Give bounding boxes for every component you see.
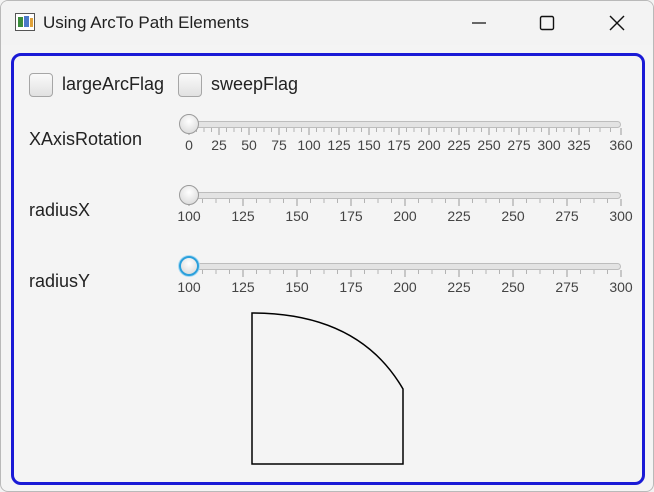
window-title: Using ArcTo Path Elements (43, 13, 249, 32)
slider-ticks (188, 270, 622, 277)
tick-label: 275 (555, 208, 579, 224)
large-arc-flag-label: largeArcFlag (62, 74, 165, 94)
tick-label: 200 (417, 137, 441, 153)
tick-label: 25 (211, 137, 227, 153)
slider-thumb[interactable] (179, 114, 199, 134)
tick-label: 200 (393, 279, 417, 295)
arc-path-shape (251, 312, 404, 465)
minimize-button[interactable] (444, 1, 514, 45)
maximize-button[interactable] (512, 1, 582, 45)
sweep-flag-label: sweepFlag (211, 74, 299, 94)
tick-label: 100 (297, 137, 321, 153)
minimize-icon (472, 22, 486, 24)
tick-label: 250 (501, 279, 525, 295)
tick-label: 75 (271, 137, 287, 153)
tick-label: 175 (339, 279, 363, 295)
arc-path (251, 312, 404, 465)
content-pane: largeArcFlag sweepFlag XAxisRotation 0 25… (11, 53, 645, 485)
slider-ticks (188, 128, 622, 135)
tick-label: 150 (357, 137, 381, 153)
maximize-icon (539, 15, 555, 31)
x-axis-rotation-label: XAxisRotation (29, 129, 143, 149)
tick-label: 225 (447, 137, 471, 153)
radius-y-slider[interactable]: 100 125 150 175 200 225 250 275 300 (177, 252, 633, 308)
slider-thumb[interactable] (179, 185, 199, 205)
sweep-flag-checkbox[interactable] (178, 73, 202, 97)
tick-label: 150 (285, 279, 309, 295)
tick-label: 300 (537, 137, 561, 153)
tick-label: 125 (231, 208, 255, 224)
tick-label: 275 (555, 279, 579, 295)
tick-label: 300 (609, 279, 633, 295)
tick-label: 325 (567, 137, 591, 153)
tick-label: 250 (501, 208, 525, 224)
tick-label: 300 (609, 208, 633, 224)
tick-label: 175 (387, 137, 411, 153)
slider-ticks (188, 199, 622, 206)
tick-label: 125 (327, 137, 351, 153)
large-arc-flag-checkbox[interactable] (29, 73, 53, 97)
title-bar[interactable]: Using ArcTo Path Elements (1, 1, 653, 45)
x-axis-rotation-slider[interactable]: 0 25 50 75 100 125 150 175 200 225 250 275 300 325 360 (179, 110, 633, 166)
tick-label: 275 (507, 137, 531, 153)
tick-label: 125 (231, 279, 255, 295)
tick-label: 100 (177, 279, 201, 295)
tick-label: 150 (285, 208, 309, 224)
close-button[interactable] (582, 1, 652, 45)
slider-thumb[interactable] (179, 256, 199, 276)
radius-x-slider[interactable]: 100 125 150 175 200 225 250 275 300 (177, 181, 633, 237)
radius-y-label: radiusY (29, 271, 91, 291)
tick-label: 250 (477, 137, 501, 153)
close-icon (609, 15, 625, 31)
app-icon (15, 13, 35, 31)
tick-label: 175 (339, 208, 363, 224)
tick-label: 100 (177, 208, 201, 224)
tick-label: 50 (241, 137, 257, 153)
tick-label: 225 (447, 208, 471, 224)
tick-label: 0 (185, 137, 193, 153)
radius-x-label: radiusX (29, 200, 91, 220)
tick-label: 200 (393, 208, 417, 224)
tick-label: 360 (609, 137, 633, 153)
tick-label: 225 (447, 279, 471, 295)
